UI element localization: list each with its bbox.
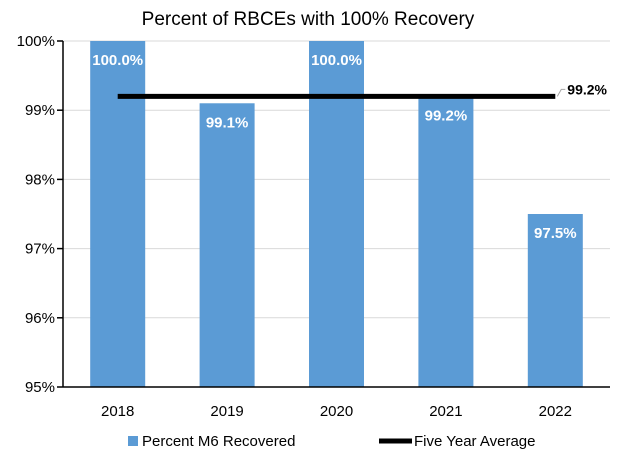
y-axis-ticks: 95% 96% 97% 98% 99% 100% [17, 33, 63, 396]
y-tick-label: 99% [25, 102, 55, 119]
y-tick-label: 96% [25, 310, 55, 327]
bars [90, 41, 583, 388]
bar-data-label: 99.1% [206, 114, 249, 131]
data-labels: 100.0% 99.1% 100.0% 99.2% 97.5% [92, 52, 576, 242]
x-tick-label: 2022 [539, 403, 572, 420]
chart-title: Percent of RBCEs with 100% Recovery [142, 9, 475, 30]
average-data-label: 99.2% [567, 81, 607, 97]
x-tick-label: 2018 [101, 403, 134, 420]
bar [309, 41, 364, 387]
bar-data-label: 99.2% [425, 107, 468, 124]
bar-data-label: 97.5% [534, 225, 577, 242]
legend-label-bar: Percent M6 Recovered [142, 433, 295, 450]
y-tick-label: 97% [25, 241, 55, 258]
legend-label-line: Five Year Average [414, 433, 535, 450]
bar-data-label: 100.0% [311, 52, 362, 69]
average-label-leader [556, 88, 566, 97]
bar [418, 96, 474, 388]
x-axis-ticks: 2018 2019 2020 2021 2022 [101, 403, 572, 420]
y-tick-label: 95% [25, 379, 55, 396]
bar [90, 41, 146, 387]
bar [199, 103, 255, 387]
bar-data-label: 100.0% [92, 52, 143, 69]
legend-swatch-bar [128, 436, 138, 446]
y-tick-label: 100% [17, 33, 55, 50]
x-tick-label: 2021 [429, 403, 462, 420]
legend: Percent M6 Recovered Five Year Average [128, 433, 535, 450]
x-tick-label: 2019 [210, 403, 243, 420]
bar [527, 214, 583, 387]
average-line-group: 99.2% [117, 81, 608, 99]
x-tick-label: 2020 [320, 403, 353, 420]
y-tick-label: 98% [25, 171, 55, 188]
